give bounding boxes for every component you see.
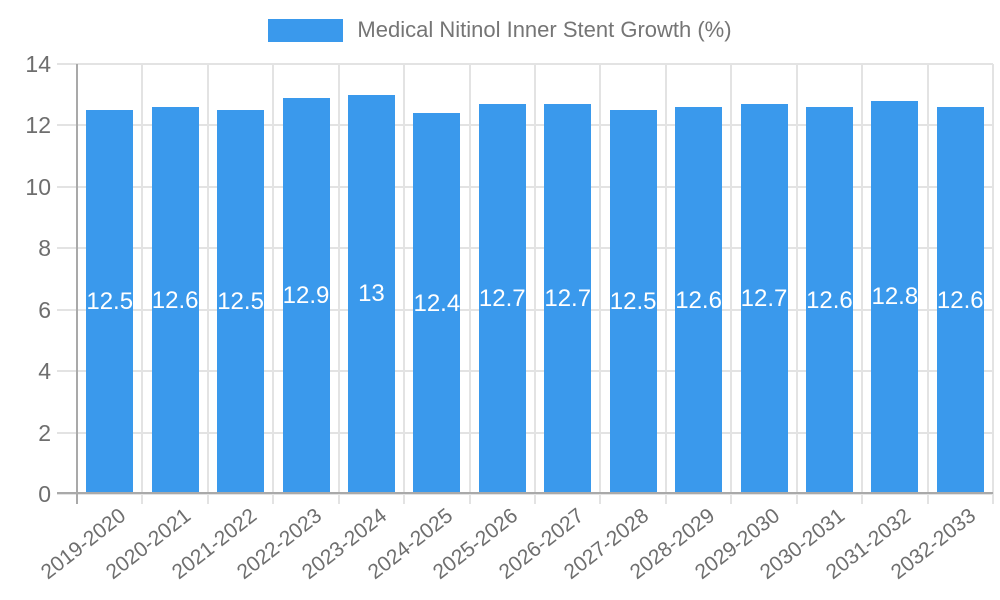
bar-value-label: 12.6 xyxy=(675,286,722,314)
bar[interactable]: 12.4 xyxy=(413,113,461,494)
y-axis-line xyxy=(76,64,78,504)
bar-value-label: 12.4 xyxy=(413,289,461,317)
x-axis-line xyxy=(57,492,993,494)
bar[interactable]: 12.5 xyxy=(609,110,657,494)
gridline-vertical xyxy=(534,64,536,504)
gridline-horizontal xyxy=(57,493,993,495)
bar-value-label: 12.7 xyxy=(478,284,526,312)
y-axis-tick-label: 12 xyxy=(25,112,51,139)
gridline-vertical xyxy=(730,64,733,504)
bar[interactable]: 12.6 xyxy=(805,107,853,494)
y-axis-tick-label: 10 xyxy=(25,173,51,200)
bar-value-label: 12.5 xyxy=(217,288,264,316)
bar-value-label: 12.7 xyxy=(544,284,592,312)
bar[interactable]: 12.5 xyxy=(217,110,265,494)
gridline-horizontal xyxy=(57,63,993,65)
legend[interactable]: Medical Nitinol Inner Stent Growth (%) xyxy=(0,17,1000,43)
y-axis-tick-label: 4 xyxy=(38,358,51,385)
gridline-vertical xyxy=(272,64,275,504)
bar[interactable]: 12.6 xyxy=(151,107,199,494)
bar[interactable]: 12.6 xyxy=(675,107,723,494)
bar-value-label: 13 xyxy=(358,280,385,308)
y-axis-tick-label: 6 xyxy=(38,296,51,323)
bar[interactable]: 13 xyxy=(347,94,395,494)
bar-value-label: 12.6 xyxy=(151,286,199,314)
plot-area: 0 2 4 6 8 10 12 14 12.5 2019-2020 12.6 2020-2021 12.… xyxy=(25,51,994,584)
bar-value-label: 12.6 xyxy=(806,286,853,314)
bar[interactable]: 12.6 xyxy=(936,107,984,494)
bar-value-label: 12.5 xyxy=(86,288,134,316)
gridline-vertical xyxy=(403,64,406,504)
bar-value-label: 12.5 xyxy=(609,288,657,316)
gridline-vertical xyxy=(861,64,864,504)
bar[interactable]: 12.7 xyxy=(740,103,788,494)
gridline-vertical xyxy=(337,64,340,504)
gridline-vertical xyxy=(926,64,929,504)
bar[interactable]: 12.8 xyxy=(871,100,919,494)
gridline-vertical xyxy=(468,64,471,504)
gridline-vertical xyxy=(795,64,798,504)
bar[interactable]: 12.7 xyxy=(478,103,526,494)
y-axis-tick-label: 2 xyxy=(38,419,51,446)
y-axis-tick-label: 0 xyxy=(38,481,51,507)
bar[interactable]: 12.7 xyxy=(544,103,592,494)
gridline-vertical xyxy=(206,64,209,504)
bar[interactable]: 12.9 xyxy=(282,97,330,494)
bar-value-label: 12.9 xyxy=(282,281,330,309)
legend-label: Medical Nitinol Inner Stent Growth (%) xyxy=(357,17,732,42)
legend-swatch xyxy=(268,18,344,42)
y-axis-tick-label: 14 xyxy=(25,51,51,77)
bar-value-label: 12.7 xyxy=(740,284,788,312)
y-axis-tick-label: 8 xyxy=(38,235,51,262)
bar[interactable]: 12.5 xyxy=(86,110,134,494)
gridline-vertical xyxy=(599,64,602,504)
gridline-vertical xyxy=(664,64,667,504)
gridline-vertical xyxy=(992,64,994,504)
gridline-vertical xyxy=(141,64,144,504)
bar-value-label: 12.6 xyxy=(936,286,984,314)
bar-value-label: 12.8 xyxy=(871,283,919,311)
